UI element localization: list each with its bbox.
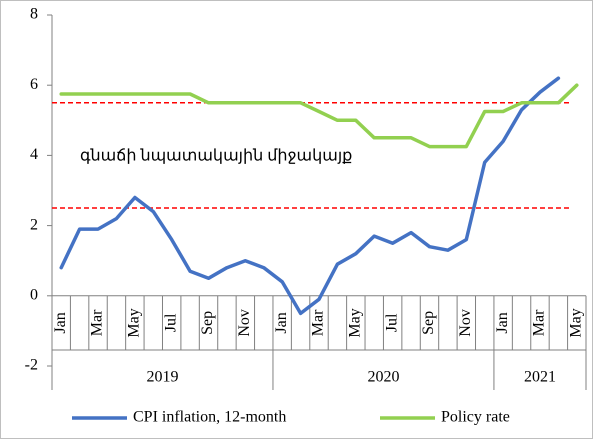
group-label: 2019 <box>146 369 178 386</box>
x-tick-label: Jan <box>494 312 511 333</box>
x-tick-label: Jul <box>162 313 179 332</box>
x-tick-label: Jul <box>383 313 400 332</box>
x-tick-label: Jan <box>273 312 290 333</box>
annotation: գնաճի նպատակային միջակայք <box>80 148 352 165</box>
x-tick-label: Mar <box>89 309 106 336</box>
x-tick-label: Sep <box>420 311 437 335</box>
x-tick-label: May <box>346 308 363 337</box>
group-label: 2020 <box>367 369 399 386</box>
x-tick-label: May <box>567 308 584 337</box>
legend-label: CPI inflation, 12-month <box>133 409 286 426</box>
series-line <box>59 83 579 149</box>
group-label: 2021 <box>524 369 556 386</box>
y-tick-label: 0 <box>30 286 38 303</box>
y-tick-label: 6 <box>30 76 38 93</box>
y-tick-label: 8 <box>30 6 38 23</box>
x-tick-label: Mar <box>310 309 327 336</box>
y-tick-label: -2 <box>25 357 38 374</box>
series-line <box>59 76 561 316</box>
x-tick-label: Nov <box>457 309 474 337</box>
legend-label: Policy rate <box>441 409 510 426</box>
x-tick-label: Nov <box>236 309 253 337</box>
x-tick-label: May <box>126 308 143 337</box>
x-tick-label: Jan <box>52 312 69 333</box>
y-tick-label: 4 <box>30 146 38 163</box>
x-tick-label: Mar <box>531 309 548 336</box>
y-tick-label: 2 <box>30 216 38 233</box>
x-tick-label: Sep <box>199 311 216 335</box>
